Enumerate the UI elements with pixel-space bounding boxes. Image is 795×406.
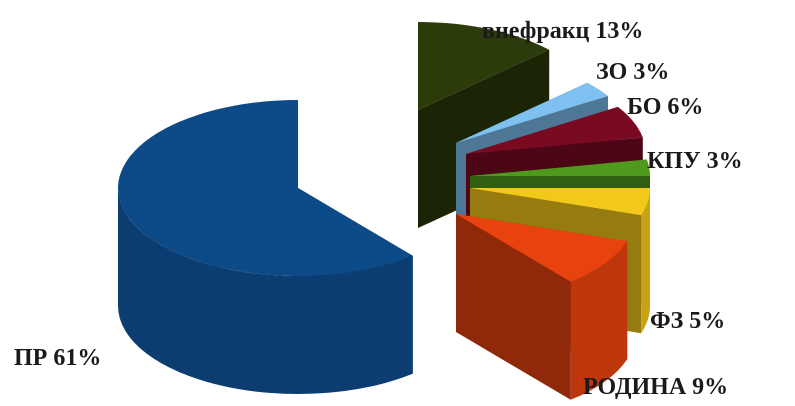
slice-label-fz: ФЗ 5% bbox=[650, 308, 725, 334]
pie-labels: внефракц 13% ЗО 3% БО 6% КПУ 3% ФЗ 5% РО… bbox=[14, 18, 743, 400]
pie-slice-6 bbox=[456, 214, 628, 400]
slice-label-vnefrakts: внефракц 13% bbox=[482, 18, 643, 44]
slice-label-kpu: КПУ 3% bbox=[647, 148, 743, 174]
slice-label-rodina: РОДИНА 9% bbox=[583, 374, 728, 400]
pie-slices bbox=[117, 22, 650, 400]
slice-label-zo: ЗО 3% bbox=[596, 59, 669, 85]
slice-label-pr: ПР 61% bbox=[14, 345, 101, 371]
pie-slice-7 bbox=[117, 100, 413, 395]
slice-label-bo: БО 6% bbox=[627, 94, 703, 120]
